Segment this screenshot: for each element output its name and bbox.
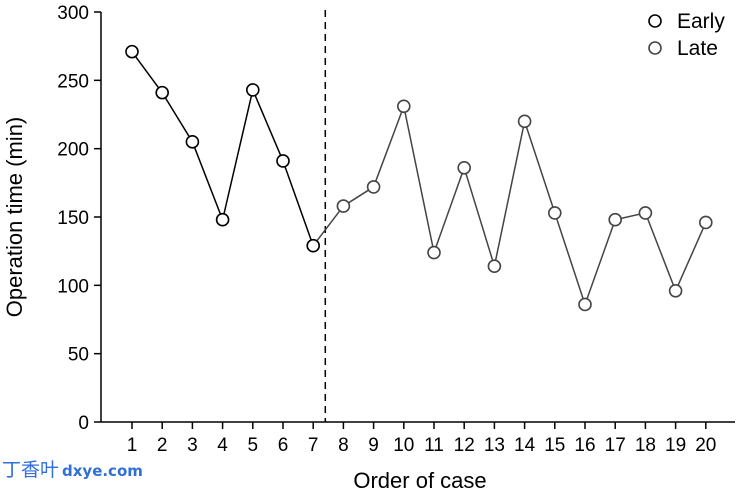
data-point-early: [246, 83, 260, 97]
legend-marker-early: [648, 14, 662, 28]
data-point-late: [457, 161, 472, 175]
data-point-early: [306, 238, 321, 253]
x-axis-title: Order of case: [353, 468, 486, 490]
series-segment: [674, 222, 707, 292]
data-point-late: [638, 206, 653, 220]
data-point-early: [276, 154, 290, 168]
x-tick-label: 1: [127, 435, 138, 456]
x-tick-label: 15: [544, 435, 565, 456]
data-point-late: [366, 180, 381, 194]
series-segment: [372, 106, 405, 188]
x-tick-label: 5: [248, 435, 259, 456]
x-tick-label: 9: [368, 435, 379, 456]
data-point-late: [517, 114, 532, 129]
series-segment: [644, 212, 677, 292]
x-tick-label: 13: [484, 435, 505, 456]
x-tick-label: 14: [514, 435, 536, 456]
watermark: 丁香叶 dxye.com: [2, 459, 143, 481]
data-point-late: [547, 206, 562, 220]
series-segment: [282, 160, 314, 246]
series-segment: [312, 205, 344, 247]
series-segment: [252, 89, 284, 162]
x-tick-label: 8: [338, 435, 349, 456]
series-points: [125, 44, 713, 312]
data-point-late: [698, 215, 713, 230]
legend-label-early: Early: [677, 10, 725, 33]
series-segment: [191, 141, 224, 221]
x-tick-label: 7: [308, 435, 319, 456]
y-tick-label: 50: [68, 345, 89, 366]
legend: Early Late: [648, 10, 725, 60]
series-segment: [463, 167, 496, 267]
y-tick-label: 200: [57, 140, 89, 161]
x-tick-label: 3: [187, 435, 198, 456]
x-tick-label: 18: [635, 435, 656, 456]
data-point-early: [185, 135, 200, 149]
series-segment: [523, 121, 556, 214]
x-tick-label: 12: [454, 435, 475, 456]
series-segment: [131, 51, 163, 94]
x-tick-label: 6: [278, 435, 289, 456]
data-point-late: [608, 212, 623, 227]
series-lines: [131, 51, 707, 305]
x-tick-label: 10: [393, 435, 414, 456]
series-segment: [584, 219, 616, 305]
data-point-early: [215, 212, 230, 227]
y-tick-label: 250: [57, 71, 89, 92]
y-tick-label: 300: [57, 3, 89, 24]
data-point-late: [578, 297, 592, 312]
x-tick-label: 11: [424, 435, 444, 456]
data-point-late: [336, 199, 351, 213]
y-tick-label: 0: [78, 413, 89, 434]
x-tick-label: 19: [665, 435, 686, 456]
series-segment: [161, 92, 194, 143]
watermark-latin: dxye.com: [62, 462, 143, 480]
y-axis-title: Operation time (min): [2, 117, 27, 318]
x-tick-label: 20: [695, 435, 716, 456]
series-segment: [221, 89, 254, 220]
data-point-late: [427, 245, 441, 260]
x-tick-label: 4: [217, 435, 228, 456]
series-segment: [493, 121, 526, 267]
legend-label-late: Late: [677, 37, 718, 60]
y-tick-label: 150: [57, 208, 89, 229]
series-segment: [403, 106, 435, 253]
data-point-late: [668, 283, 683, 298]
legend-marker-late: [648, 41, 662, 55]
data-point-late: [396, 99, 411, 114]
series-segment: [554, 212, 586, 305]
y-tick-label: 100: [57, 276, 89, 297]
x-tick-label: 2: [157, 435, 168, 456]
series-segment: [433, 167, 465, 253]
data-point-late: [487, 259, 502, 274]
x-tick-label: 16: [574, 435, 595, 456]
data-point-early: [155, 85, 169, 100]
x-tick-label: 17: [605, 435, 626, 456]
data-point-early: [125, 44, 139, 59]
watermark-chinese: 丁香叶: [2, 459, 59, 481]
